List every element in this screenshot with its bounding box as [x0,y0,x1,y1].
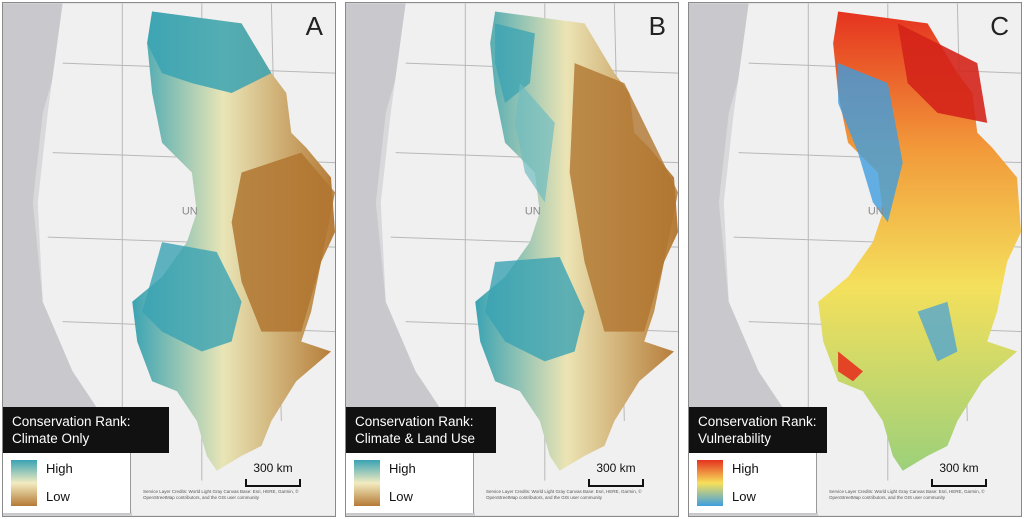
map-panel-c: UN C Conservation Rank: Vulnerability Hi… [688,2,1022,517]
ocean-area [346,3,486,516]
high-vulnerability-patch [838,351,863,382]
legend-high-label: High [46,461,73,476]
panel-letter: C [990,11,1009,41]
panel-letter: A [305,11,323,41]
high-rank-south [485,257,585,362]
legend: High Low [3,453,131,513]
map-a-canvas: UN [3,3,335,516]
scale-bar: 300 km [241,461,321,491]
map-panel-a: UN A Conservation Rank: Climate Only Hig… [2,2,336,517]
country-label: UN [868,205,884,217]
legend: High Low [689,453,817,513]
scale-bar: 300 km [584,461,664,491]
panel-letter: B [648,11,666,41]
high-rank-south [142,242,242,352]
scale-bar-graphic [245,479,301,487]
scale-label: 300 km [939,461,979,475]
legend-title-box: Conservation Rank: Climate Only [3,407,169,453]
legend-low-label: Low [46,489,70,504]
legend-title-line1: Conservation Rank: [355,414,474,429]
legend-title-box: Conservation Rank: Climate & Land Use [346,407,496,453]
conservation-region-a [132,11,335,471]
low-rank-east [231,152,335,332]
legend-title-line1: Conservation Rank: [12,414,131,429]
legend-title-line1: Conservation Rank: [698,414,817,429]
high-rank-north [147,11,272,94]
map-credits: Service Layer Credits: World Light Gray … [486,489,642,500]
country-label: UN [525,205,541,217]
ocean-area [3,3,143,516]
scale-label: 300 km [253,461,293,475]
legend-title-box: Conservation Rank: Vulnerability [689,407,827,453]
scale-bar-graphic [931,479,987,487]
legend-high-label: High [732,461,759,476]
map-credits: Service Layer Credits: World Light Gray … [143,489,299,500]
legend-color-ramp [697,460,723,506]
low-vulnerability-north [838,63,903,223]
legend-low-label: Low [389,489,413,504]
map-b-canvas: UN [346,3,678,516]
high-rank-north [495,23,535,103]
scale-label: 300 km [596,461,636,475]
low-rank-east [569,63,678,332]
legend-color-ramp [354,460,380,506]
ocean-area [689,3,829,516]
legend-title-line2: Vulnerability [698,431,772,446]
legend-title-line2: Climate & Land Use [355,431,476,446]
legend-low-label: Low [732,489,756,504]
legend-color-ramp [11,460,37,506]
legend: High Low [346,453,474,513]
high-rank-central [514,83,555,203]
legend-high-label: High [389,461,416,476]
map-credits: Service Layer Credits: World Light Gray … [829,489,985,500]
legend-title-line2: Climate Only [12,431,90,446]
low-vulnerability-south [917,301,958,362]
map-c-canvas: UN [689,3,1021,516]
scale-bar: 300 km [927,461,1007,491]
scale-bar-graphic [588,479,644,487]
map-panel-b: UN B Conservation Rank: Climate & Land U… [345,2,679,517]
country-label: UN [182,205,198,217]
high-vulnerability-north [897,23,988,123]
